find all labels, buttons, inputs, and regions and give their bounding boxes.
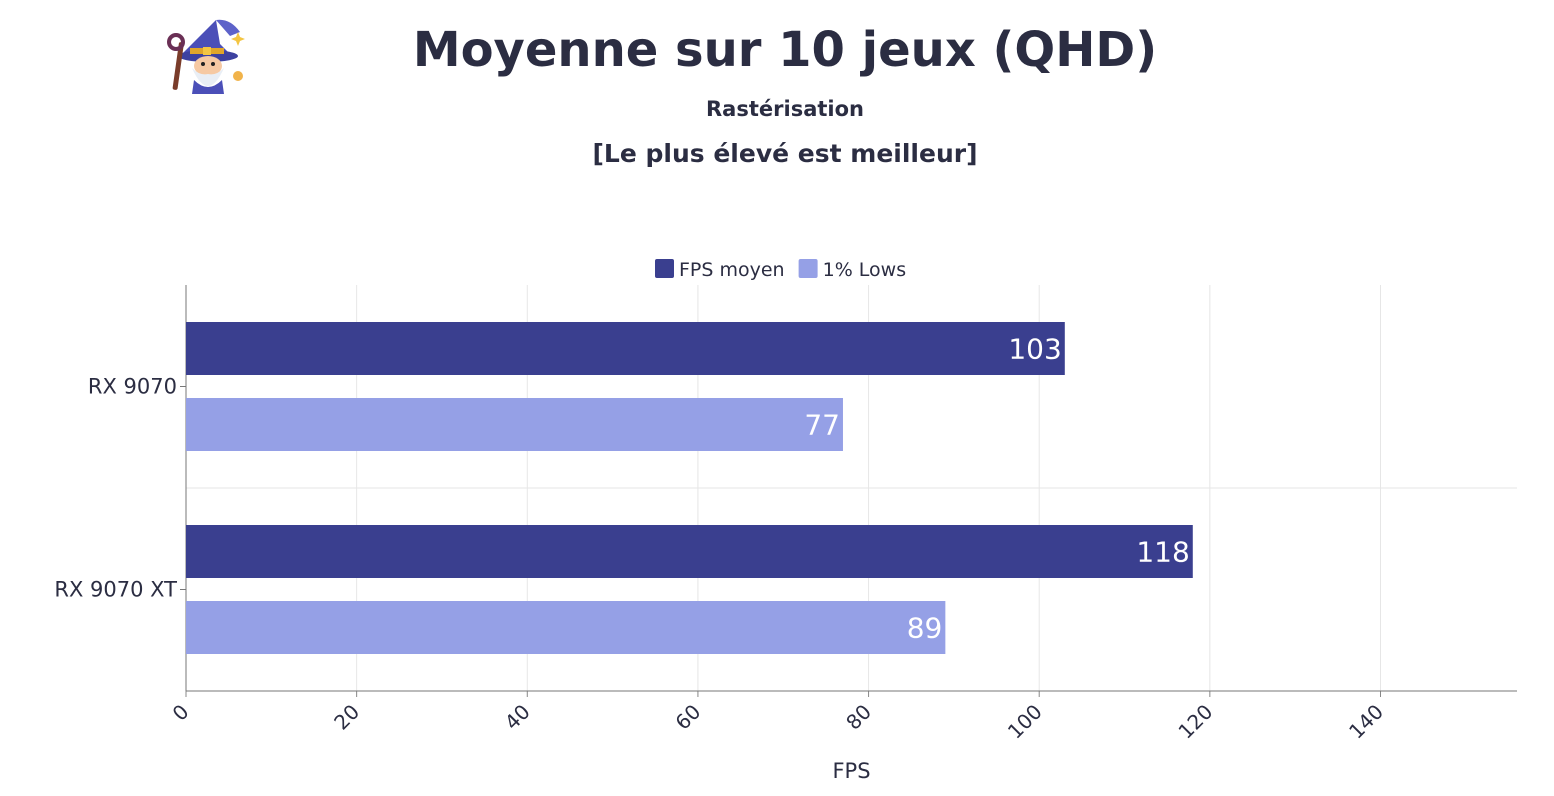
legend-swatch [655,259,674,278]
data-label: 77 [804,409,840,442]
legend: FPS moyen 1% Lows [655,259,906,281]
x-axis-title: FPS [832,759,870,783]
x-tick-label: 60 [670,700,705,735]
bar [186,398,843,451]
chart-subtitle: Rastérisation [706,97,864,121]
chart-title: Moyenne sur 10 jeux (QHD) [412,22,1158,78]
x-tick-label: 140 [1344,700,1388,744]
data-label: 89 [907,612,943,645]
data-label: 118 [1136,536,1189,569]
x-tick-label: 40 [500,700,535,735]
bar [186,322,1065,375]
x-tick-label: 80 [841,700,876,735]
x-tick-label: 20 [329,700,364,735]
wizard-icon [167,19,245,94]
labels: RX 9070 103 77 RX 9070 XT 118 89 [54,333,1189,645]
bar [186,525,1193,578]
legend-swatch [798,259,818,278]
x-tick-label: 120 [1173,700,1217,744]
x-tick-label: 100 [1003,700,1047,744]
legend-label: FPS moyen [679,259,785,281]
chart-note: [Le plus élevé est meilleur] [592,139,978,168]
x-tick-label: 0 [168,700,194,726]
bars [186,322,1193,654]
bar [186,601,946,654]
legend-label: 1% Lows [823,259,907,281]
category-label: RX 9070 XT [54,578,177,602]
data-label: 103 [1008,333,1061,366]
category-label: RX 9070 [88,375,177,399]
